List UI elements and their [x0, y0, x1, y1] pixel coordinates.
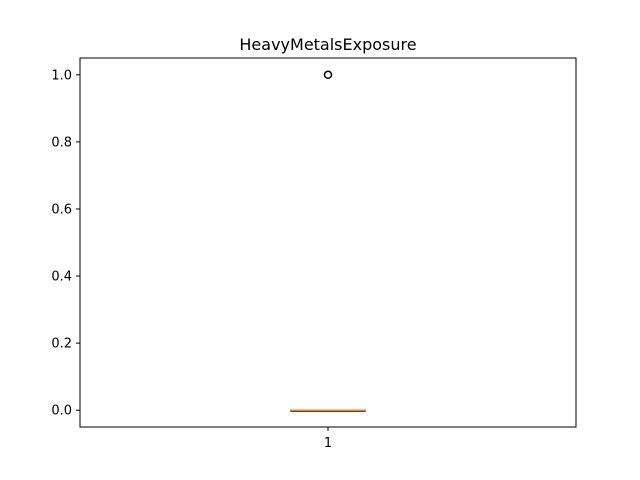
y-tick-label: 1.0 [51, 68, 72, 83]
y-tick-label: 0.6 [51, 202, 72, 217]
outlier-point [323, 70, 333, 80]
plot-frame [79, 57, 577, 428]
y-tick-label: 0.2 [51, 337, 72, 352]
y-tick-label: 0.4 [51, 270, 72, 285]
y-tick-label: 0.0 [51, 404, 72, 419]
chart-title: HeavyMetalsExposure [239, 35, 416, 54]
plot-area: 0.0 0.2 0.4 0.6 0.8 1.0 1 [51, 57, 577, 451]
y-tick-label: 0.8 [51, 135, 72, 150]
x-tick-label: 1 [324, 436, 332, 451]
